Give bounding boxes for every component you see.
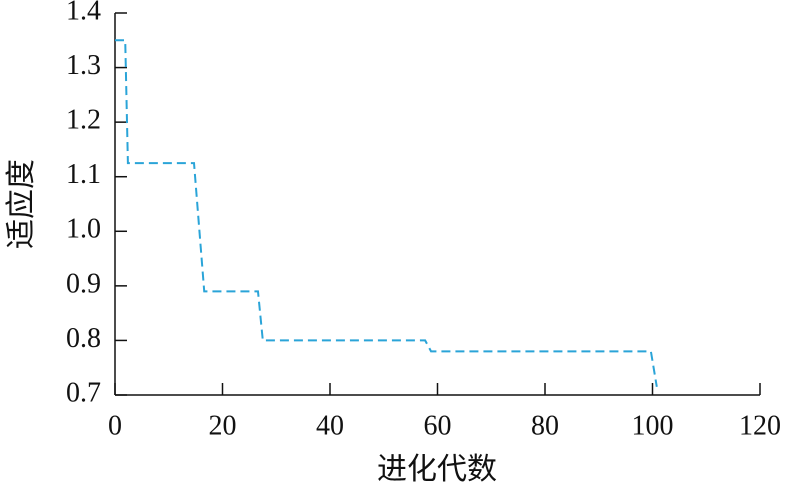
x-tick-label: 60 <box>424 410 452 441</box>
y-tick-label: 0.8 <box>66 323 101 354</box>
x-tick-label: 120 <box>739 410 781 441</box>
x-tick-label: 100 <box>632 410 674 441</box>
y-tick-label: 1.2 <box>66 105 101 136</box>
x-tick-label: 0 <box>108 410 122 441</box>
y-tick-label: 1.0 <box>66 214 101 245</box>
y-axis-title: 适应度 <box>5 159 38 249</box>
y-tick-label: 1.4 <box>66 0 101 26</box>
x-axis-title: 进化代数 <box>377 453 497 486</box>
y-tick-label: 0.9 <box>66 268 101 299</box>
y-tick-label: 1.3 <box>66 50 101 81</box>
x-tick-label: 20 <box>209 410 237 441</box>
line <box>115 39 658 387</box>
y-tick-label: 0.7 <box>66 377 101 408</box>
y-tick-label: 1.1 <box>66 159 101 190</box>
x-tick-label: 80 <box>531 410 559 441</box>
x-tick-label: 40 <box>316 410 344 441</box>
